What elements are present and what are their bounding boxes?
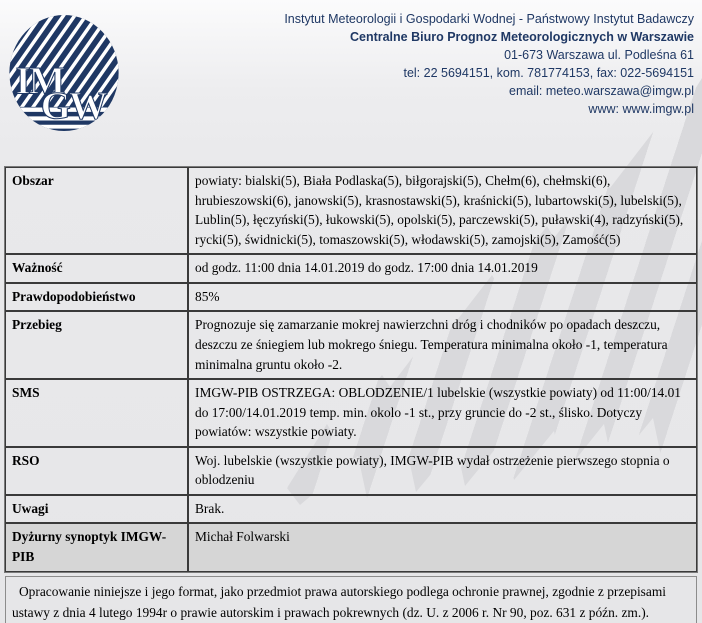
uwagi-label: Uwagi [5,494,188,524]
obszar-label: Obszar [5,167,188,255]
uwagi-value: Brak. [188,494,697,524]
table-row: Obszar powiaty: bialski(5), Biała Podlas… [5,167,697,255]
rso-label: RSO [5,446,188,495]
table-row: RSO Woj. lubelskie (wszystkie powiaty), … [5,446,697,495]
logo-text-im: IM [16,60,65,102]
table-row: Przebieg Prognozuje się zamarzanie mokre… [5,311,697,380]
prawdopodobienstwo-value: 85% [188,282,697,312]
address-line: 01-673 Warszawa ul. Podleśna 61 [504,48,694,62]
table-row: SMS IMGW-PIB OSTRZEGA: OBLODZENIE/1 lube… [5,379,697,447]
org-name-line: Instytut Meteorologii i Gospodarki Wodne… [284,12,694,26]
email-line: email: meteo.warszawa@imgw.pl [509,84,694,98]
letterhead: IM GW Instytut Meteorologii i Gospodarki… [0,0,702,152]
table-row: Dyżurny synoptyk IMGW-PIB Michał Folwars… [5,523,697,572]
prawdopodobienstwo-label: Prawdopodobieństwo [5,282,188,312]
sms-value: IMGW-PIB OSTRZEGA: OBLODZENIE/1 lubelski… [188,379,697,447]
logo-text-gw: GW [41,85,108,127]
table-row: Prawdopodobieństwo 85% [5,282,697,312]
waznosc-value: od godz. 11:00 dnia 14.01.2019 do godz. … [188,254,697,283]
warning-table: Obszar powiaty: bialski(5), Biała Podlas… [4,166,698,573]
sms-label: SMS [5,379,188,447]
dyzurny-synoptyk-value: Michał Folwarski [188,523,697,572]
przebieg-label: Przebieg [5,311,188,380]
www-line: www: www.imgw.pl [588,102,694,116]
imgw-logo-icon: IM GW [9,15,119,131]
phone-line: tel: 22 5694151, kom. 781774153, fax: 02… [403,66,694,80]
copyright-box: Opracowanie niniejsze i jego format, jak… [5,575,697,623]
table-row: Ważność od godz. 11:00 dnia 14.01.2019 d… [5,254,697,283]
przebieg-value: Prognozuje się zamarzanie mokrej nawierz… [188,311,697,380]
dyzurny-synoptyk-label: Dyżurny synoptyk IMGW-PIB [5,523,188,572]
logo-container: IM GW [0,0,122,139]
letterhead-text: Instytut Meteorologii i Gospodarki Wodne… [122,0,702,118]
copyright-para-1: Opracowanie niniejsze i jego format, jak… [12,583,666,621]
table-row: Uwagi Brak. [5,494,697,524]
waznosc-label: Ważność [5,254,188,283]
obszar-value: powiaty: bialski(5), Biała Podlaska(5), … [188,167,697,255]
rso-value: Woj. lubelskie (wszystkie powiaty), IMGW… [188,446,697,495]
bureau-name-line: Centralne Biuro Prognoz Meteorologicznyc… [349,30,694,44]
